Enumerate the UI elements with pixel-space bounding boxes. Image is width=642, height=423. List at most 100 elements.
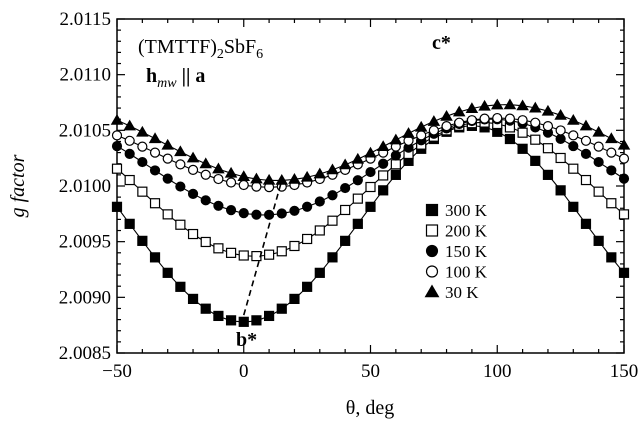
- data-point: [327, 215, 338, 226]
- data-point: [555, 185, 566, 196]
- data-point: [592, 125, 605, 137]
- data-point: [517, 115, 528, 126]
- field-rest: || a: [177, 65, 206, 87]
- data-point: [440, 109, 453, 121]
- compound-sub2: 6: [256, 47, 263, 62]
- x-axis-title: θ, deg: [346, 397, 394, 419]
- data-point: [149, 147, 161, 158]
- data-point: [110, 114, 124, 125]
- compound-label: (TMTTF)2SbF6: [138, 36, 263, 62]
- legend-label: 300 K: [445, 201, 488, 220]
- data-point: [124, 135, 135, 146]
- data-point: [618, 153, 630, 164]
- data-point: [250, 172, 263, 184]
- y-tick-label: 2.0095: [59, 232, 111, 253]
- data-point: [327, 190, 338, 201]
- data-point: [504, 113, 516, 124]
- data-point: [606, 198, 617, 209]
- data-point: [340, 235, 351, 246]
- data-point: [225, 177, 237, 188]
- data-point: [390, 150, 401, 161]
- data-point: [137, 235, 148, 246]
- data-point: [402, 127, 415, 138]
- data-point: [111, 130, 123, 141]
- data-point: [137, 141, 148, 152]
- data-point: [175, 181, 186, 192]
- data-point: [530, 134, 541, 145]
- data-point: [238, 207, 249, 219]
- series-markers: [110, 98, 631, 327]
- data-point: [225, 315, 237, 326]
- data-point: [149, 165, 161, 176]
- x-tick-label: 0: [239, 361, 249, 382]
- data-point: [111, 163, 123, 174]
- data-point: [365, 201, 376, 212]
- legend-marker: [425, 265, 439, 278]
- data-point: [326, 163, 339, 175]
- data-point: [479, 113, 490, 124]
- data-point: [264, 249, 275, 260]
- data-point: [149, 198, 161, 209]
- y-tick-label: 2.0090: [59, 287, 111, 308]
- data-point: [162, 153, 173, 164]
- y-tick-label: 2.0085: [59, 343, 111, 364]
- dashed-guide-line: [242, 180, 283, 316]
- data-point: [314, 225, 325, 236]
- data-point: [490, 98, 504, 110]
- legend-label: 150 K: [445, 242, 488, 261]
- data-point: [302, 201, 313, 212]
- data-point: [618, 173, 630, 184]
- data-point: [186, 151, 200, 163]
- data-point: [352, 193, 363, 204]
- data-point: [161, 138, 174, 150]
- data-point: [365, 181, 376, 193]
- legend-marker: [425, 244, 439, 258]
- data-point: [175, 219, 186, 230]
- data-point: [174, 145, 187, 157]
- data-point: [568, 140, 579, 152]
- data-point: [452, 105, 466, 117]
- data-point: [162, 267, 173, 278]
- x-tick-label: −50: [102, 361, 132, 382]
- data-point: [554, 109, 567, 120]
- data-point: [289, 293, 300, 305]
- data-point: [555, 125, 566, 136]
- data-point: [606, 165, 617, 176]
- data-point: [289, 240, 300, 252]
- data-point: [149, 252, 161, 263]
- data-point: [492, 112, 503, 124]
- data-point: [288, 172, 301, 184]
- data-point: [175, 281, 186, 292]
- data-point: [427, 115, 441, 126]
- data-point: [542, 169, 554, 180]
- data-point: [213, 243, 224, 254]
- data-point: [124, 174, 135, 186]
- data-point: [529, 101, 542, 113]
- data-point: [378, 158, 389, 169]
- data-point: [580, 218, 592, 229]
- data-point: [148, 132, 162, 144]
- data-point: [200, 236, 211, 248]
- data-point: [378, 185, 389, 196]
- data-point: [137, 186, 148, 197]
- data-point: [593, 235, 604, 246]
- data-point: [213, 173, 224, 185]
- data-point: [555, 133, 566, 145]
- data-point: [416, 130, 427, 141]
- c-star-label: c*: [432, 32, 451, 54]
- data-point: [605, 132, 618, 144]
- data-point: [275, 174, 289, 185]
- data-point: [314, 267, 325, 278]
- data-point: [213, 310, 224, 322]
- y-axis-title: g factor: [7, 154, 29, 217]
- field-h: h: [146, 65, 157, 87]
- field-sub: mw: [157, 76, 177, 91]
- data-point: [289, 205, 300, 216]
- y-tick-label: 2.0115: [59, 9, 111, 30]
- data-point: [251, 250, 262, 262]
- data-point: [454, 117, 465, 128]
- data-point: [276, 246, 287, 257]
- data-point: [352, 218, 363, 229]
- data-point: [338, 158, 352, 170]
